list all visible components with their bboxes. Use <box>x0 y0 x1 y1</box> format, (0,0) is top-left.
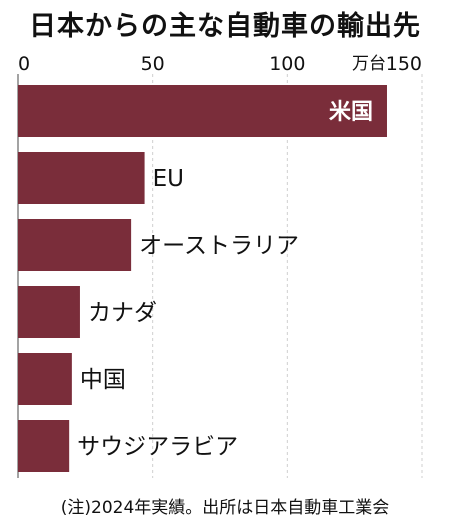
x-axis-ticks: 0 50 100 150 <box>18 53 422 75</box>
category-label-5: サウジアラビア <box>77 434 238 460</box>
bar-2 <box>18 219 132 271</box>
category-label-1: EU <box>153 166 184 192</box>
category-label-4: 中国 <box>80 367 126 393</box>
x-tick-label-50: 50 <box>141 53 165 75</box>
bar-0 <box>18 85 387 137</box>
category-label-0: 米国 <box>329 100 373 125</box>
grid-lines <box>17 74 423 478</box>
x-tick-label-150: 150 <box>386 53 422 75</box>
source-note: (注)2024年実績。出所は日本自動車工業会 <box>60 498 390 518</box>
category-label-2: オーストラリア <box>139 233 299 259</box>
bar-4 <box>18 353 72 405</box>
bar-5 <box>18 420 70 472</box>
x-tick-label-100: 100 <box>269 53 305 75</box>
category-label-3: カナダ <box>88 300 157 326</box>
chart-title: 日本からの主な自動車の輸出先 <box>29 11 421 42</box>
unit-label: 万台 <box>352 54 386 74</box>
bar-1 <box>18 152 145 204</box>
bar-3 <box>18 286 80 338</box>
x-tick-label-0: 0 <box>18 53 30 75</box>
